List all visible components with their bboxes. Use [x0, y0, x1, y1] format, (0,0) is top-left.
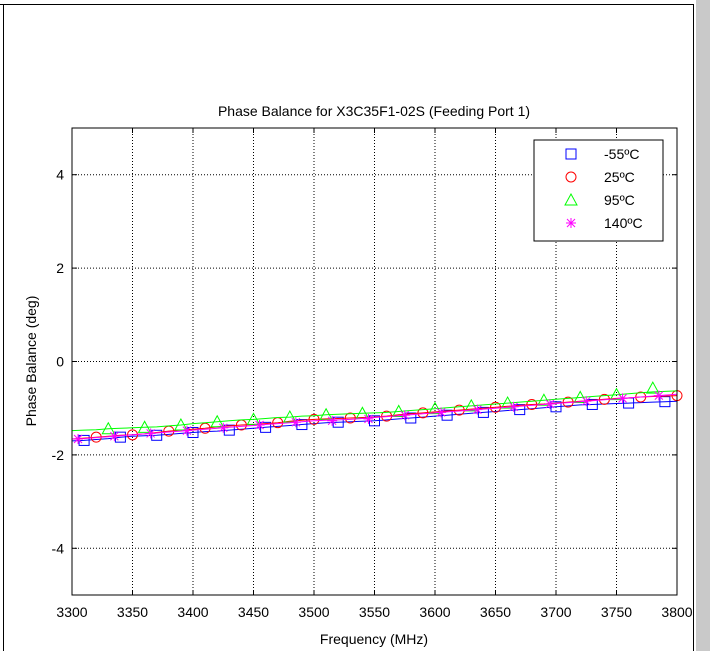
data-point: [428, 401, 442, 415]
x-tick-label: 3750: [601, 604, 632, 620]
data-point: [417, 407, 429, 419]
y-tick-label: -2: [52, 447, 65, 463]
data-point: [210, 414, 225, 428]
x-tick-label: 3400: [177, 604, 208, 620]
x-tick-label: 3500: [298, 604, 329, 620]
legend-label: 140ºC: [604, 215, 643, 231]
data-point: [526, 398, 538, 410]
window-right-border: [693, 4, 694, 651]
data-point: [617, 393, 628, 404]
series-2: [71, 381, 678, 435]
y-tick-label: 4: [56, 167, 64, 183]
data-point: [223, 424, 235, 436]
vertical-scrollbar[interactable]: [696, 0, 710, 651]
data-point: [514, 404, 526, 416]
x-tick-label: 3350: [117, 604, 148, 620]
x-tick-label: 3650: [480, 604, 511, 620]
y-tick-label: -4: [52, 540, 65, 556]
data-point: [187, 426, 199, 438]
data-point: [537, 393, 551, 406]
data-point: [586, 398, 598, 410]
legend: -55ºC 25ºC 95ºC 140ºC: [533, 139, 664, 242]
data-point: [199, 422, 211, 434]
data-point: [609, 387, 624, 401]
data-point: [137, 420, 152, 433]
data-point: [573, 390, 588, 403]
y-tick-label: 0: [56, 354, 64, 370]
data-point: [174, 417, 188, 431]
data-point: [260, 421, 272, 433]
axis-ticks: 3300 3350 3400 3450 3500 3550 3600 3650 3700 3750…: [52, 128, 693, 620]
legend-box: [533, 139, 664, 242]
x-tick-label: 3450: [238, 604, 269, 620]
legend-marker: [565, 148, 577, 160]
legend-item: 95ºC: [564, 192, 635, 208]
data-point: [391, 404, 406, 417]
window-top-border: [0, 4, 694, 5]
window-left-border: [3, 4, 4, 651]
data-point: [645, 381, 660, 394]
legend-label: 25ºC: [604, 169, 635, 185]
data-point: [308, 413, 320, 425]
x-tick-label: 3550: [359, 604, 390, 620]
data-point: [508, 401, 519, 412]
data-point: [490, 401, 501, 413]
data-point: [477, 406, 489, 418]
data-point: [319, 407, 333, 421]
data-point: [344, 412, 356, 424]
data-point: [472, 404, 483, 415]
data-point: [500, 396, 515, 409]
data-point: [246, 412, 261, 425]
data-point: [363, 413, 374, 424]
data-point: [405, 412, 417, 424]
x-tick-label: 3600: [419, 604, 450, 620]
data-point: [290, 417, 301, 428]
legend-item: 140ºC: [566, 215, 643, 231]
data-point: [101, 421, 116, 435]
legend-item: -55ºC: [565, 146, 639, 162]
data-point: [327, 415, 338, 426]
data-point: [581, 396, 592, 407]
data-point: [464, 398, 479, 412]
phase-balance-chart: 3300 3350 3400 3450 3500 3550 3600 3650 3700 3750…: [23, 103, 693, 647]
data-point: [544, 398, 555, 409]
x-axis-label: Frequency (MHz): [320, 631, 428, 647]
data-point: [441, 409, 453, 421]
legend-marker: [565, 171, 577, 183]
legend-item: 25ºC: [565, 169, 635, 185]
data-point: [254, 420, 265, 431]
data-point: [550, 401, 562, 413]
chart-title: Phase Balance for X3C35F1-02S (Feeding P…: [218, 103, 530, 119]
data-point: [436, 407, 447, 418]
data-point: [73, 434, 84, 445]
legend-marker: [564, 192, 578, 206]
legend-label: 95ºC: [604, 192, 635, 208]
series-3: [71, 390, 678, 445]
data-point: [453, 404, 465, 416]
series-line: [71, 393, 678, 440]
x-tick-label: 3300: [56, 604, 87, 620]
data-point: [653, 390, 664, 401]
y-tick-label: 2: [56, 260, 64, 276]
legend-marker: [566, 218, 576, 228]
data-point: [399, 410, 410, 421]
data-point: [296, 419, 308, 431]
data-point: [659, 396, 671, 408]
data-point: [218, 422, 229, 433]
data-point: [181, 425, 192, 436]
series-line: [71, 390, 678, 432]
legend-label: -55ºC: [604, 146, 639, 162]
data-point: [282, 410, 297, 423]
data-point: [109, 431, 120, 442]
y-axis-label: Phase Balance (deg): [23, 296, 39, 427]
x-tick-label: 3700: [540, 604, 571, 620]
data-point: [151, 429, 163, 441]
data-point: [145, 428, 156, 439]
data-point: [369, 415, 380, 427]
x-tick-label: 3800: [661, 604, 692, 620]
series-layer: [71, 381, 683, 446]
